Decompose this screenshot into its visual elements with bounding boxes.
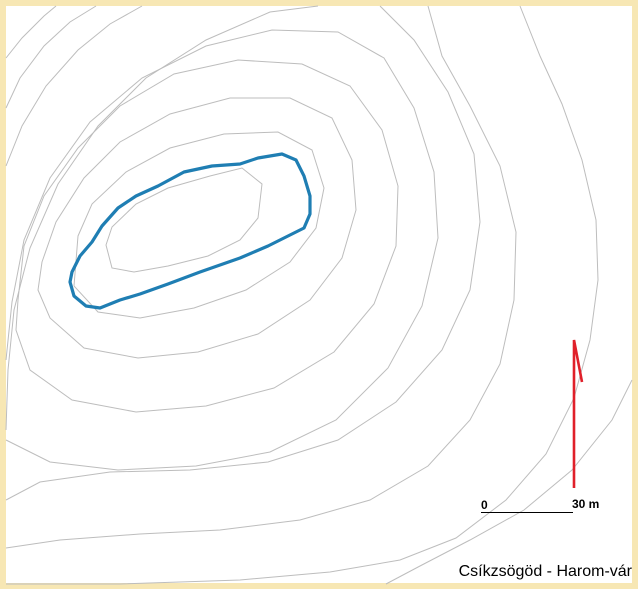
contour-line [5, 5, 143, 167]
castle-wall-outline [68, 152, 312, 310]
north-arrow-icon [572, 339, 584, 488]
contour-line [15, 59, 399, 413]
contour-line [6, 5, 599, 585]
contour-line [105, 167, 263, 273]
contour-line [5, 29, 439, 471]
site-name-label: Csíkzsögöd - Harom-vár [458, 563, 632, 580]
contour-line [385, 379, 633, 585]
contour-line [37, 97, 357, 359]
contour-line [5, 5, 481, 501]
scale-bar: 0 [481, 496, 573, 513]
contour-line [73, 131, 325, 319]
scale-start-label: 0 [481, 498, 488, 512]
contour-line [5, 5, 319, 431]
contour-line [5, 5, 517, 549]
contour-line [5, 5, 97, 109]
contour-line [5, 5, 57, 59]
scale-end-label: 30 m [572, 497, 600, 511]
